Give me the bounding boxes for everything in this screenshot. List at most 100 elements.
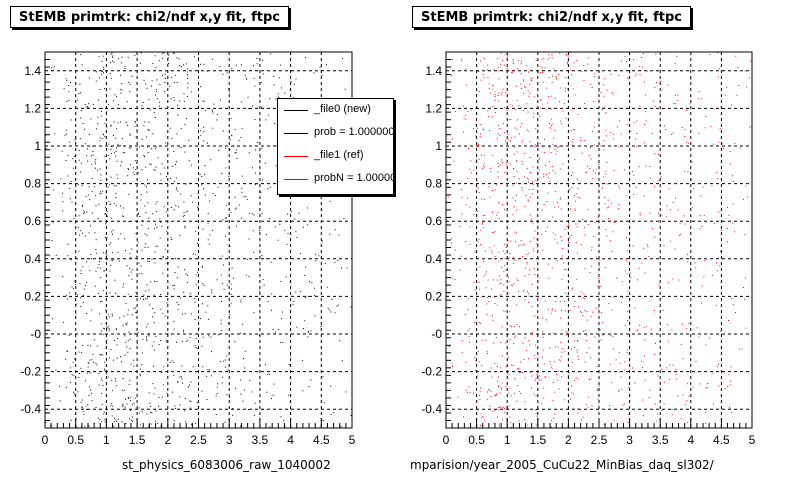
scatter-point (82, 295, 84, 296)
scatter-point (663, 381, 665, 383)
scatter-point (530, 241, 532, 242)
scatter-point (626, 311, 628, 313)
scatter-point (118, 58, 120, 60)
scatter-point (134, 174, 136, 176)
scatter-point (611, 309, 613, 311)
scatter-point (82, 266, 84, 268)
scatter-point (176, 82, 178, 83)
scatter-point (606, 183, 608, 185)
scatter-point (156, 210, 158, 212)
scatter-point (133, 365, 135, 367)
scatter-point (584, 227, 585, 229)
scatter-point (147, 152, 149, 154)
scatter-point (518, 367, 519, 369)
scatter-point (216, 279, 218, 281)
scatter-point (726, 241, 728, 243)
scatter-point (695, 267, 697, 269)
scatter-point (80, 54, 82, 56)
scatter-point (506, 68, 508, 70)
scatter-point (514, 231, 516, 233)
scatter-point (147, 179, 148, 181)
scatter-point (513, 206, 515, 208)
scatter-point (630, 130, 632, 132)
scatter-point (469, 342, 471, 344)
scatter-point (523, 110, 524, 112)
scatter-point (494, 410, 496, 412)
scatter-point (141, 169, 143, 171)
scatter-point (88, 134, 90, 135)
scatter-point (633, 174, 635, 176)
scatter-point (96, 252, 98, 254)
scatter-point (531, 306, 533, 308)
scatter-point (497, 162, 499, 164)
scatter-point (488, 115, 490, 117)
scatter-point (498, 423, 500, 425)
scatter-point (177, 266, 179, 268)
scatter-point (594, 222, 596, 224)
scatter-point (638, 65, 640, 67)
x-tick-label: 1.5 (529, 433, 546, 447)
scatter-point (719, 250, 721, 252)
scatter-point (256, 58, 258, 59)
scatter-point (675, 103, 677, 105)
scatter-point (580, 107, 581, 109)
scatter-point (173, 288, 175, 290)
scatter-point (527, 200, 529, 202)
scatter-point (92, 103, 94, 105)
scatter-point (122, 404, 124, 406)
scatter-point (660, 176, 662, 178)
scatter-point (463, 117, 465, 119)
scatter-point (508, 276, 509, 278)
scatter-point (141, 138, 143, 140)
scatter-point (516, 194, 517, 196)
scatter-point (106, 318, 108, 320)
scatter-point (90, 254, 92, 256)
scatter-point (589, 272, 591, 274)
scatter-point (232, 414, 234, 416)
scatter-point (113, 61, 115, 63)
scatter-point (91, 400, 93, 402)
scatter-point (674, 62, 676, 64)
scatter-point (598, 385, 600, 387)
scatter-point (532, 248, 534, 250)
scatter-point (190, 400, 192, 402)
scatter-point (481, 296, 483, 298)
scatter-point (500, 294, 502, 296)
scatter-point (521, 88, 523, 90)
scatter-point (151, 308, 153, 309)
scatter-point (491, 252, 493, 254)
scatter-point (718, 211, 720, 213)
scatter-point (113, 425, 115, 427)
scatter-point (484, 215, 486, 216)
scatter-point (288, 364, 290, 365)
scatter-point (171, 360, 173, 362)
scatter-point (187, 339, 189, 341)
scatter-point (231, 267, 233, 269)
scatter-point (660, 389, 662, 391)
scatter-point (549, 146, 551, 148)
scatter-point (526, 253, 528, 255)
scatter-point (133, 359, 135, 361)
scatter-point (208, 335, 210, 337)
y-tick-label: 0.6 (425, 214, 442, 228)
scatter-point (732, 180, 734, 182)
scatter-point (65, 386, 67, 388)
scatter-point (125, 303, 127, 305)
scatter-point (128, 221, 130, 222)
scatter-point (541, 233, 542, 235)
scatter-point (154, 280, 156, 282)
scatter-point (98, 384, 100, 386)
scatter-point (221, 376, 223, 378)
scatter-point (124, 335, 126, 337)
scatter-point (235, 64, 237, 66)
scatter-point (146, 326, 148, 328)
scatter-point (605, 170, 607, 172)
scatter-point (183, 64, 185, 66)
scatter-point (498, 217, 500, 219)
scatter-point (288, 394, 290, 396)
scatter-point (350, 306, 352, 308)
scatter-point (526, 168, 528, 170)
scatter-point (552, 381, 554, 383)
scatter-point (151, 213, 153, 215)
scatter-point (644, 379, 646, 381)
